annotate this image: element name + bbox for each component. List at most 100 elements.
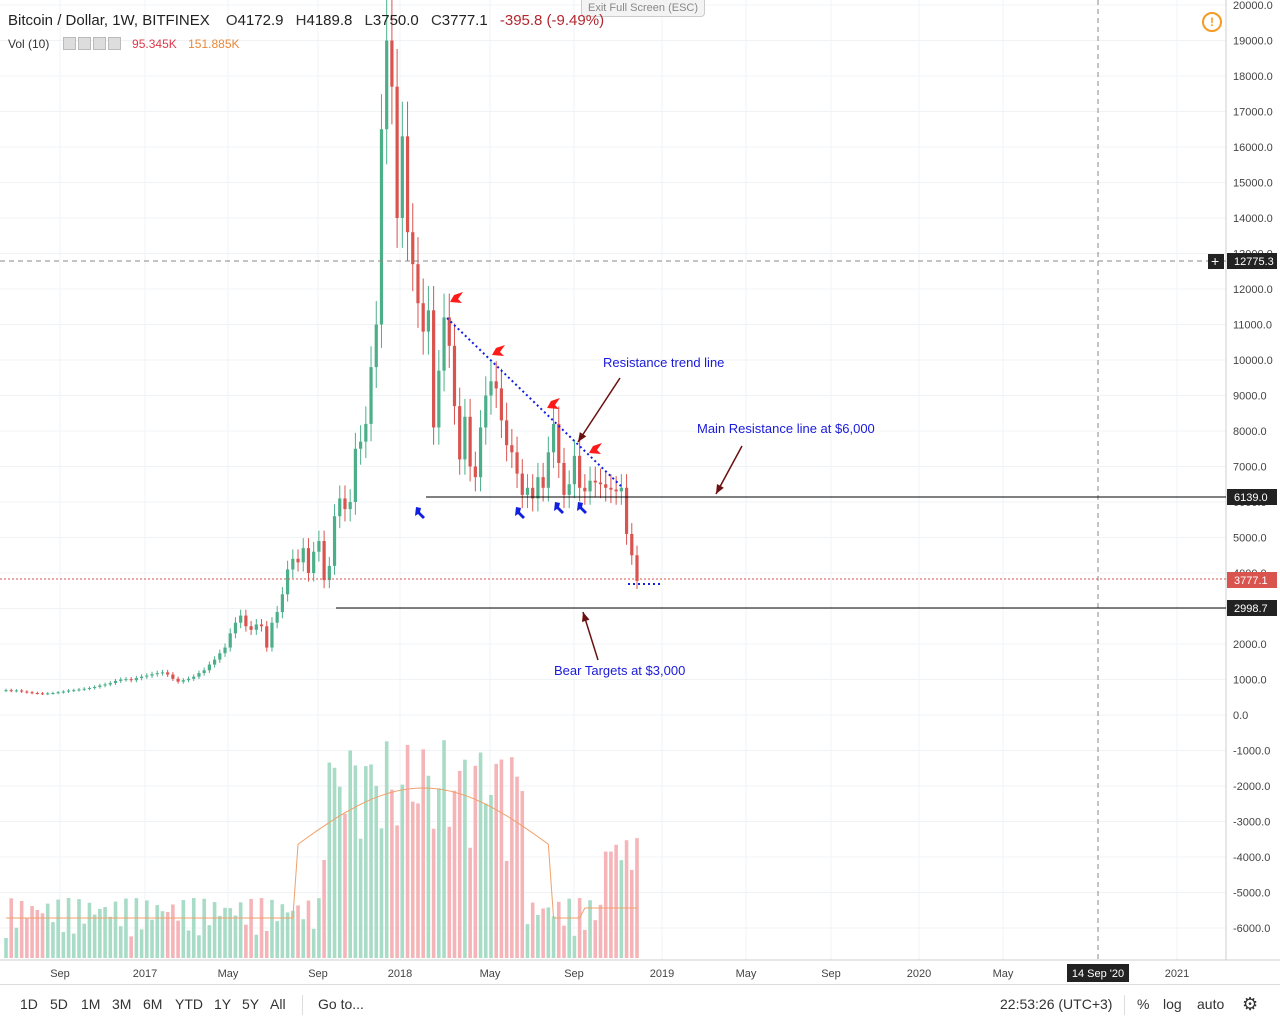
blue-arrow-icon: [554, 502, 564, 514]
volume-bar: [92, 914, 97, 958]
resistance-trend-line: [446, 317, 623, 488]
candle-body: [218, 653, 222, 660]
volume-bar: [400, 784, 405, 958]
volume-bar: [353, 765, 358, 958]
price-tick: 8000.0: [1233, 426, 1267, 438]
candle-body: [442, 317, 446, 371]
time-tick: 2018: [388, 968, 412, 980]
candle-body: [98, 685, 102, 687]
close-icon[interactable]: [92, 37, 106, 50]
volume-bar: [197, 935, 201, 958]
trend-callout-arrow: [577, 377, 621, 443]
volume-bar: [301, 919, 306, 958]
candle-body: [494, 381, 498, 389]
volume-bar: [280, 904, 285, 958]
volume-bar: [134, 898, 139, 958]
timeframe-all[interactable]: All: [270, 996, 286, 1012]
volume-bar: [45, 903, 50, 958]
clock[interactable]: 22:53:26 (UTC+3): [1000, 996, 1113, 1012]
red-arrow-icon: [450, 292, 463, 303]
volume-bar: [254, 934, 259, 958]
volume-bar: [546, 907, 551, 958]
candle-body: [635, 555, 639, 581]
candle-body: [583, 487, 587, 492]
price-tick: 20000.0: [1233, 0, 1273, 12]
settings-icon[interactable]: [77, 37, 91, 50]
volume-bar: [609, 851, 613, 958]
candle-body: [51, 692, 55, 694]
last-price-label-bg: [1227, 572, 1277, 588]
candle-body: [432, 310, 436, 428]
visibility-icon[interactable]: [62, 37, 76, 50]
candle-body: [421, 303, 425, 332]
candle-body: [353, 448, 357, 502]
candle-body: [259, 624, 264, 627]
price-tick: 17000.0: [1233, 107, 1273, 119]
timeframe-ytd[interactable]: YTD: [175, 996, 203, 1012]
volume-bar: [468, 847, 472, 958]
volume-bar: [14, 927, 19, 958]
timeframe-5y[interactable]: 5Y: [242, 996, 260, 1012]
price-tick: -4000.0: [1233, 852, 1270, 864]
time-tick: Sep: [564, 968, 584, 980]
candle-body: [296, 558, 300, 563]
candle-body: [228, 633, 232, 648]
percent-toggle[interactable]: %: [1137, 996, 1150, 1012]
volume-bar: [426, 775, 431, 958]
volume-bar: [536, 915, 540, 958]
indicator-controls[interactable]: [62, 37, 123, 53]
candle-body: [9, 690, 13, 692]
timeframe-3m[interactable]: 3M: [112, 996, 132, 1012]
timeframe-1d[interactable]: 1D: [20, 996, 38, 1012]
plus-icon: +: [1211, 253, 1219, 269]
volume-indicator-label[interactable]: Vol (10): [8, 37, 50, 52]
time-axis: Sep 2017 May Sep 2018 May Sep 2019 May Sep 2020 May…: [50, 964, 1189, 982]
volume-bar: [275, 921, 279, 958]
volume-bar: [348, 750, 352, 958]
timeframe-5d[interactable]: 5D: [50, 996, 68, 1012]
candles: [4, 0, 639, 695]
price-chart[interactable]: Resistance trend line Main Resistance lin…: [0, 0, 1280, 984]
time-tick: 2019: [650, 968, 674, 980]
candle-body: [505, 420, 509, 446]
time-tick: 2020: [907, 968, 931, 980]
goto-button[interactable]: Go to...: [318, 996, 364, 1012]
volume-bar: [483, 803, 488, 958]
volume-bar: [218, 915, 222, 958]
candle-body: [578, 455, 582, 488]
symbol-title[interactable]: Bitcoin / Dollar, 1W, BITFINEX: [8, 12, 210, 29]
volume-bar: [520, 791, 525, 958]
price-tick: 9000.0: [1233, 391, 1267, 403]
volume-bar: [223, 907, 227, 958]
volume-bar: [447, 826, 452, 958]
warning-icon[interactable]: !: [1202, 12, 1222, 32]
candle-body: [447, 317, 451, 346]
candle-body: [46, 693, 50, 695]
volume-bar: [186, 930, 191, 958]
candle-body: [40, 693, 45, 695]
exit-fullscreen-button[interactable]: Exit Full Screen (ESC): [581, 0, 706, 17]
timeframe-6m[interactable]: 6M: [143, 996, 163, 1012]
volume-bar: [551, 916, 556, 958]
candle-body: [609, 487, 613, 490]
log-toggle[interactable]: log: [1163, 996, 1182, 1012]
bottom-toolbar: 1D 5D 1M 3M 6M YTD 1Y 5Y All Go to... 22…: [0, 984, 1280, 1025]
price-tick: -3000.0: [1233, 817, 1270, 829]
auto-toggle[interactable]: auto: [1197, 996, 1225, 1012]
volume-bar: [530, 902, 535, 958]
volume-bar: [369, 764, 373, 958]
volume-bar: [238, 902, 243, 958]
timeframe-1y[interactable]: 1Y: [214, 996, 232, 1012]
gear-icon[interactable]: ⚙: [1242, 994, 1259, 1014]
time-tick: Sep: [50, 968, 70, 980]
more-icon[interactable]: [107, 37, 121, 50]
volume-bar: [77, 899, 81, 958]
bear-target-price-label-bg: [1227, 600, 1277, 616]
candle-body: [327, 565, 331, 581]
red-arrow-icon: [589, 443, 602, 454]
candle-body: [416, 264, 420, 304]
high-value: 4189.8: [306, 12, 353, 29]
candle-body: [359, 441, 363, 449]
timeframe-1m[interactable]: 1M: [81, 996, 101, 1012]
